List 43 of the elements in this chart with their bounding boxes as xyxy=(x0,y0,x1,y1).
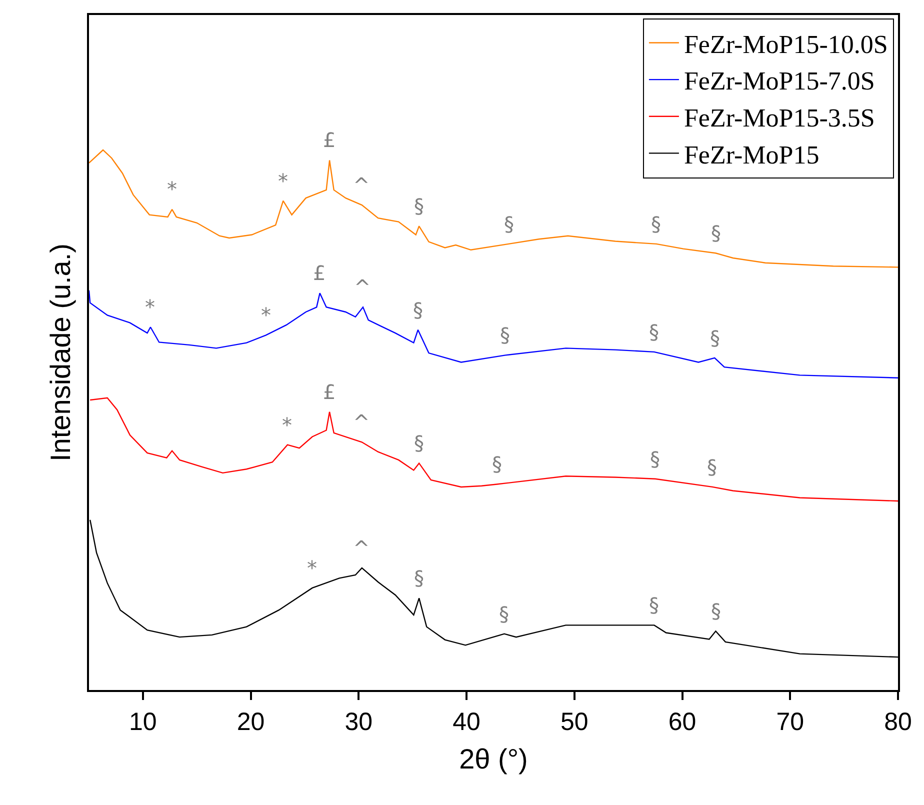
annotation: £ xyxy=(323,128,336,152)
legend-label: FeZr-MoP15-3.5S xyxy=(684,104,875,133)
legend-label: FeZr-MoP15-7.0S xyxy=(684,66,875,96)
annotation: § xyxy=(414,194,424,218)
y-axis-title: Intensidade (u.a.) xyxy=(45,244,76,462)
x-tick-label: 10 xyxy=(129,708,157,736)
annotation: § xyxy=(651,212,661,236)
x-tick-label: 80 xyxy=(884,708,912,736)
annotation: * xyxy=(167,177,177,201)
annotation: § xyxy=(649,320,659,344)
annotation: § xyxy=(413,298,423,322)
annotation: § xyxy=(711,599,721,623)
annotation: ^ xyxy=(353,410,370,434)
annotation: § xyxy=(492,452,502,476)
annotation: * xyxy=(145,295,155,319)
annotation: * xyxy=(261,303,271,327)
annotation: § xyxy=(499,602,509,626)
annotation: § xyxy=(650,447,660,471)
x-tick-label: 50 xyxy=(560,708,588,736)
x-tick-label: 30 xyxy=(344,708,373,736)
x-tick-label: 40 xyxy=(452,708,480,736)
annotation: * xyxy=(307,556,317,580)
x-tick-label: 70 xyxy=(776,708,804,736)
annotation: £ xyxy=(323,380,336,404)
annotation: £ xyxy=(313,261,326,285)
annotation: § xyxy=(500,323,510,347)
annotation: § xyxy=(710,326,720,350)
annotation: § xyxy=(649,593,659,617)
annotation: * xyxy=(278,169,288,193)
annotation: ^ xyxy=(353,173,370,197)
x-tick-label: 60 xyxy=(668,708,696,736)
x-axis-title: 2θ (°) xyxy=(459,744,528,775)
annotation: § xyxy=(414,566,424,590)
annotation: § xyxy=(707,455,717,479)
annotation: § xyxy=(711,221,721,245)
legend-label: FeZr-MoP15-10.0S xyxy=(684,30,888,59)
annotation: § xyxy=(504,212,514,236)
annotation: § xyxy=(414,431,424,455)
annotation: * xyxy=(282,413,292,437)
x-tick-label: 20 xyxy=(236,708,265,736)
legend-label: FeZr-MoP15 xyxy=(684,140,820,170)
annotation: ^ xyxy=(353,536,370,560)
annotation: ^ xyxy=(354,275,371,299)
